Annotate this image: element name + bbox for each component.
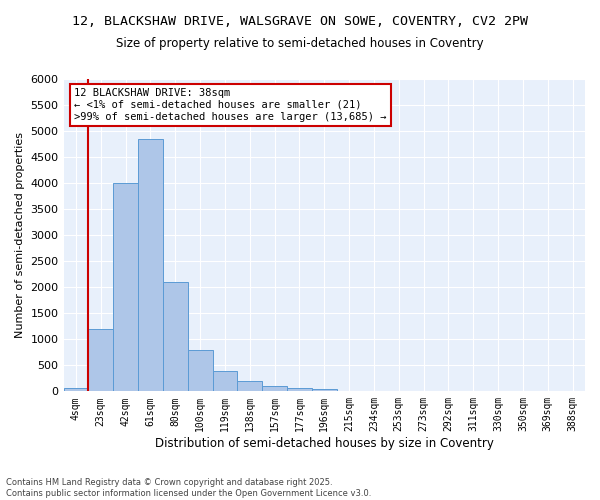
- Text: 12, BLACKSHAW DRIVE, WALSGRAVE ON SOWE, COVENTRY, CV2 2PW: 12, BLACKSHAW DRIVE, WALSGRAVE ON SOWE, …: [72, 15, 528, 28]
- Bar: [287, 388, 312, 392]
- Text: Contains HM Land Registry data © Crown copyright and database right 2025.
Contai: Contains HM Land Registry data © Crown c…: [6, 478, 371, 498]
- X-axis label: Distribution of semi-detached houses by size in Coventry: Distribution of semi-detached houses by …: [155, 437, 494, 450]
- Bar: [64, 388, 88, 392]
- Bar: [163, 282, 188, 392]
- Bar: [188, 350, 212, 392]
- Bar: [138, 139, 163, 392]
- Bar: [113, 183, 138, 392]
- Text: Size of property relative to semi-detached houses in Coventry: Size of property relative to semi-detach…: [116, 38, 484, 51]
- Bar: [88, 329, 113, 392]
- Bar: [238, 381, 262, 392]
- Bar: [262, 386, 287, 392]
- Y-axis label: Number of semi-detached properties: Number of semi-detached properties: [15, 132, 25, 338]
- Text: 12 BLACKSHAW DRIVE: 38sqm
← <1% of semi-detached houses are smaller (21)
>99% of: 12 BLACKSHAW DRIVE: 38sqm ← <1% of semi-…: [74, 88, 386, 122]
- Bar: [312, 390, 337, 392]
- Bar: [212, 371, 238, 392]
